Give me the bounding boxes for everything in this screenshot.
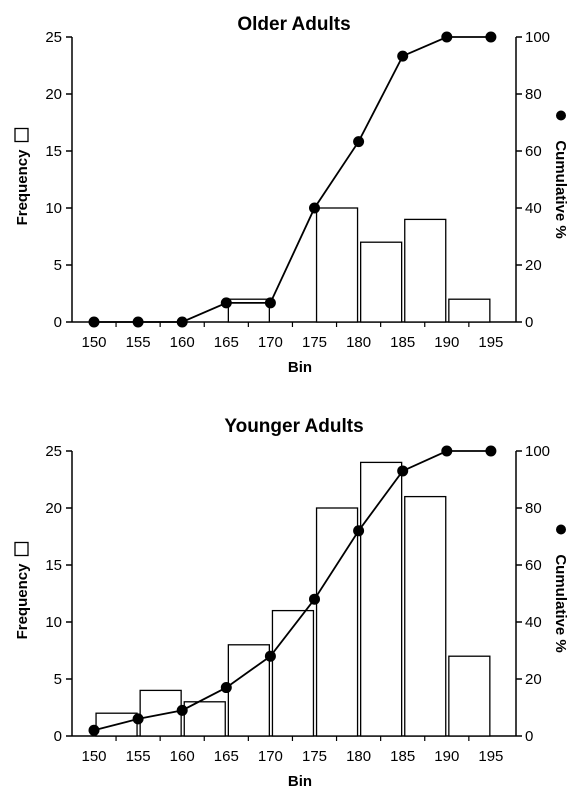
x-tick-label: 155 [126,748,151,765]
cumulative-point [176,316,188,328]
left-tick-label: 0 [54,314,62,331]
x-tick-label: 195 [478,748,503,765]
x-tick-label: 190 [434,334,459,351]
left-axis-label-group: Frequency [14,541,31,640]
cumulative-point [485,31,497,43]
x-axis-label: Bin [288,773,312,788]
right-tick-label: 80 [525,86,542,103]
cumulative-legend-dot-icon [556,110,566,121]
frequency-bar [404,495,447,737]
x-axis-label: Bin [288,359,312,376]
cumulative-point [485,445,497,457]
chart-title: Older Adults [237,14,350,35]
right-axis-label-group: Cumulative % [552,110,569,239]
x-tick-label: 160 [170,334,195,351]
cumulative-point [264,297,276,309]
x-tick-label: 160 [170,748,195,765]
right-tick-label: 40 [525,614,542,631]
cumulative-legend-dot-icon [556,524,566,535]
right-tick-label: 0 [525,728,533,745]
frequency-legend-square-icon [14,541,29,557]
frequency-legend-square-icon [14,127,29,143]
cumulative-line [94,36,491,323]
cumulative-point [353,136,365,148]
cumulative-point [397,465,409,477]
cumulative-point [132,713,144,725]
right-axis-label: Cumulative % [552,554,569,652]
cumulative-line [93,450,491,732]
right-axis-label-group: Cumulative % [552,524,569,653]
left-tick-label: 15 [45,143,62,160]
frequency-bar [139,689,182,737]
cumulative-point [309,593,320,605]
x-tick-label: 185 [390,334,415,351]
left-tick-label: 5 [54,257,62,274]
x-tick-label: 170 [258,334,283,351]
chart-panel-1: Younger Adults 0 5 10 15 20 25 0 20 40 60 80 100 150 1… [14,416,569,788]
frequency-bar [448,655,491,737]
cumulative-point [220,297,232,309]
frequency-bar [315,207,359,323]
right-axis-label: Cumulative % [552,140,569,238]
left-tick-label: 10 [45,614,62,631]
x-tick-label: 165 [214,748,239,765]
cumulative-point [309,202,320,214]
cumulative-point [88,724,100,736]
x-tick-label: 175 [302,748,327,765]
right-tick-label: 60 [525,557,542,574]
x-tick-label: 150 [81,334,106,351]
right-tick-label: 100 [525,443,550,460]
frequency-bar [359,461,403,737]
frequency-bar [227,644,271,737]
chart-panel-0: Older Adults 0 5 10 15 20 25 0 20 40 60 80 100 150 155… [14,14,569,376]
cumulative-point [88,316,100,328]
right-tick-label: 20 [525,257,542,274]
frequency-bar [404,218,447,323]
right-tick-label: 100 [525,29,550,46]
left-tick-label: 20 [45,86,62,103]
left-tick-label: 5 [54,671,62,688]
frequency-bar [359,241,403,323]
left-tick-label: 20 [45,500,62,517]
left-tick-label: 25 [45,29,62,46]
x-tick-label: 170 [258,748,283,765]
frequency-bar [271,609,315,737]
cumulative-point [441,445,453,457]
x-tick-label: 165 [214,334,239,351]
right-tick-label: 40 [525,200,542,217]
cumulative-point [176,704,188,716]
left-tick-label: 0 [54,728,62,745]
x-tick-label: 180 [346,334,371,351]
right-tick-label: 20 [525,671,542,688]
frequency-bar [227,298,271,323]
x-tick-label: 150 [81,748,106,765]
left-axis-label-group: Frequency [14,127,31,226]
left-axis-label: Frequency [14,563,31,640]
frequency-bar [448,298,491,323]
x-tick-label: 155 [126,334,151,351]
left-tick-label: 10 [45,200,62,217]
right-tick-label: 60 [525,143,542,160]
frequency-bar [183,701,226,737]
chart-title: Younger Adults [224,416,363,437]
left-tick-label: 25 [45,443,62,460]
right-tick-label: 80 [525,500,542,517]
frequency-bar [315,507,359,737]
cumulative-point [397,50,409,62]
cumulative-point [441,31,453,43]
left-tick-label: 15 [45,557,62,574]
cumulative-point [132,316,144,328]
cumulative-point [264,650,276,662]
x-tick-label: 175 [302,334,327,351]
right-tick-label: 0 [525,314,533,331]
x-tick-label: 190 [434,748,459,765]
x-tick-label: 185 [390,748,415,765]
cumulative-point [353,525,365,537]
left-axis-label: Frequency [14,149,31,226]
x-tick-label: 180 [346,748,371,765]
cumulative-point [220,682,232,694]
x-tick-label: 195 [478,334,503,351]
